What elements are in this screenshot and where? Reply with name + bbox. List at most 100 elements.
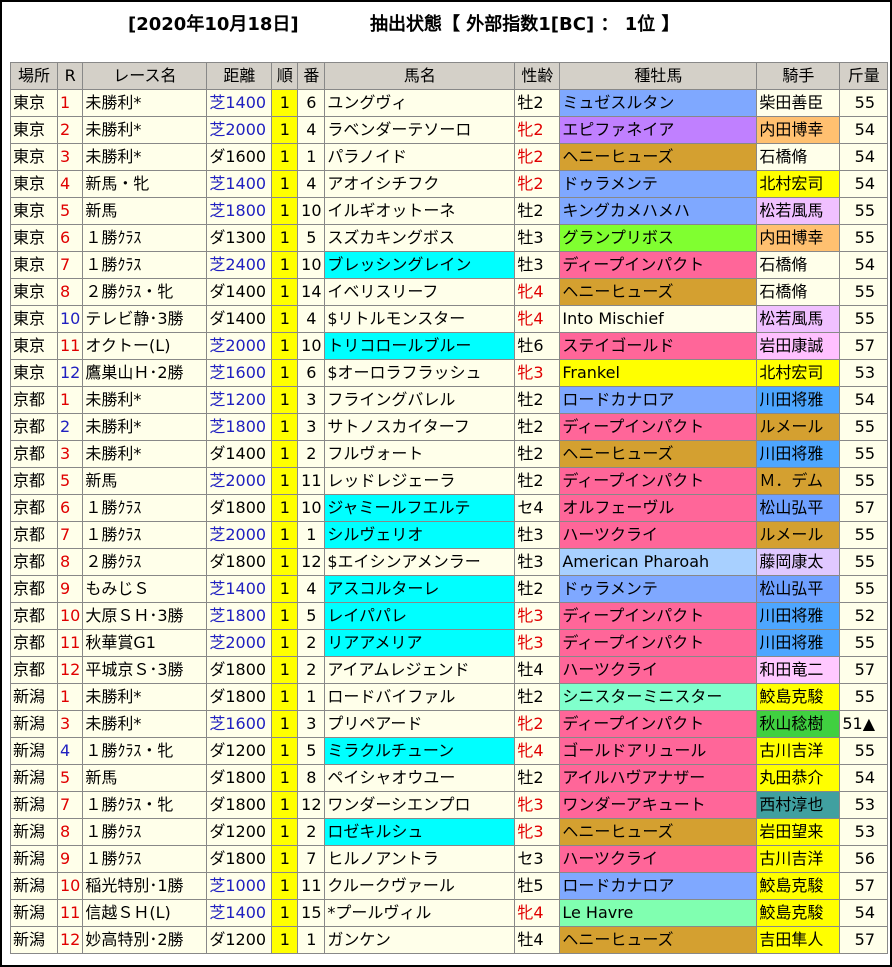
distance: 芝1200 [206,386,273,414]
distance: ダ1800 [206,845,273,873]
rank: 1 [271,899,299,927]
distance: ダ1800 [206,656,273,684]
jockey: ルメール [756,413,841,441]
weight: 53 [839,791,889,819]
jockey: 石橋脩 [756,278,841,306]
data-row: 新潟 8 １勝ｸﾗｽ ダ1200 1 2 ロゼキルシュ 牝3 ヘニーヒューズ 岩田望来 53 [10,818,889,846]
race-number: 2 [56,413,84,441]
column-header: 種牡馬 [559,62,758,90]
rank: 1 [271,413,299,441]
jockey: 鮫島克駿 [756,683,841,711]
horse-name: ラベンダーテソーロ [324,116,516,144]
weight: 55 [839,413,889,441]
venue: 新潟 [10,872,58,900]
weight: 54 [839,251,889,279]
rank: 1 [271,548,299,576]
rank: 1 [271,872,299,900]
sex-age: 牡2 [514,440,561,468]
horse-number: 1 [297,521,326,549]
race-name: 稲光特別･1勝 [82,872,208,900]
rank: 1 [271,224,299,252]
horse-number: 6 [297,89,326,117]
venue: 新潟 [10,791,58,819]
weight: 54 [839,116,889,144]
sire: ハーツクライ [559,656,758,684]
venue: 京都 [10,575,58,603]
rank: 1 [271,791,299,819]
weight: 57 [839,926,889,954]
race-name: 未勝利* [82,413,208,441]
rank: 1 [271,386,299,414]
horse-number: 14 [297,278,326,306]
horse-name: $オーロラフラッシュ [324,359,516,387]
sex-age: 牡2 [514,467,561,495]
weight: 57 [839,656,889,684]
horse-number: 10 [297,494,326,522]
race-number: 3 [56,440,84,468]
race-name: 大原ＳＨ･3勝 [82,602,208,630]
data-row: 京都 12 平城京Ｓ･3勝 ダ1800 1 2 アイアムレジェンド 牡4 ハーツクライ 和田竜二 5… [10,656,889,684]
race-number: 11 [56,332,84,360]
race-name: 未勝利* [82,386,208,414]
jockey: 川田将雅 [756,386,841,414]
race-number: 5 [56,764,84,792]
data-row: 京都 11 秋華賞G1 芝2000 1 2 リアアメリア 牝3 ディープインパクト 川田将雅 55 [10,629,889,657]
venue: 東京 [10,116,58,144]
rank: 1 [271,251,299,279]
race-number: 8 [56,548,84,576]
sire: ヘニーヒューズ [559,278,758,306]
weight: 55 [839,197,889,225]
venue: 京都 [10,440,58,468]
race-number: 8 [56,278,84,306]
horse-name: ジャミールフエルテ [324,494,516,522]
column-header: 順 [271,62,299,90]
venue: 新潟 [10,926,58,954]
horse-number: 4 [297,116,326,144]
results-table: 場所 R レース名 距離順番馬名 性齢 種牡馬 騎手 斤量 東京 1 未勝利* 芝1400 1 6 ユングヴ… [10,62,889,954]
rank: 1 [271,845,299,873]
data-row: 京都 1 未勝利* 芝1200 1 3 フライングバレル 牡2 ロードカナロア 川田将雅 54 [10,386,889,414]
sire: Into Mischief [559,305,758,333]
horse-number: 10 [297,332,326,360]
race-name: 未勝利* [82,710,208,738]
race-name: 未勝利* [82,116,208,144]
column-header: 馬名 [324,62,516,90]
data-row: 新潟 5 新馬 ダ1800 1 8 ペイシャオウユー 牡2 アイルハヴアナザー 丸田恭介 54 [10,764,889,792]
column-header: 番 [297,62,326,90]
jockey: 松若風馬 [756,197,841,225]
race-name: 未勝利* [82,89,208,117]
weight: 55 [839,521,889,549]
horse-number: 5 [297,224,326,252]
sex-age: 牝2 [514,170,561,198]
rank: 1 [271,656,299,684]
race-number: 2 [56,116,84,144]
weight: 55 [839,575,889,603]
data-row: 東京 12 鷹巣山Ｈ･2勝 芝1600 1 6 $オーロラフラッシュ 牝3 Frankel 北村宏… [10,359,889,387]
rank: 1 [271,116,299,144]
sire: ドゥラメンテ [559,170,758,198]
column-header: 場所 [10,62,58,90]
data-row: 新潟 7 １勝ｸﾗｽ・牝 ダ1800 1 12 ワンダーシエンプロ 牝3 ワンダーアキュート 西村… [10,791,889,819]
sex-age: 牡3 [514,224,561,252]
horse-name: イベリスリーフ [324,278,516,306]
jockey: 和田竜二 [756,656,841,684]
sire: ディープインパクト [559,413,758,441]
sire: Frankel [559,359,758,387]
race-name: 新馬 [82,197,208,225]
weight: 57 [839,332,889,360]
horse-name: $リトルモンスター [324,305,516,333]
horse-name: リアアメリア [324,629,516,657]
sire: オルフェーヴル [559,494,758,522]
horse-number: 2 [297,629,326,657]
venue: 東京 [10,143,58,171]
weight: 54 [839,143,889,171]
rank: 1 [271,305,299,333]
venue: 東京 [10,305,58,333]
title-bar: [2020年10月18日] 抽出状態【 外部指数1[BC] ： 1位 】 [2,10,890,40]
distance: ダ1800 [206,548,273,576]
horse-name: サトノスカイターフ [324,413,516,441]
sire: ヘニーヒューズ [559,440,758,468]
race-number: 3 [56,710,84,738]
data-row: 新潟 4 １勝ｸﾗｽ・牝 ダ1200 1 5 ミラクルチューン 牝4 ゴールドアリュール 古川吉洋… [10,737,889,765]
sire: アイルハヴアナザー [559,764,758,792]
